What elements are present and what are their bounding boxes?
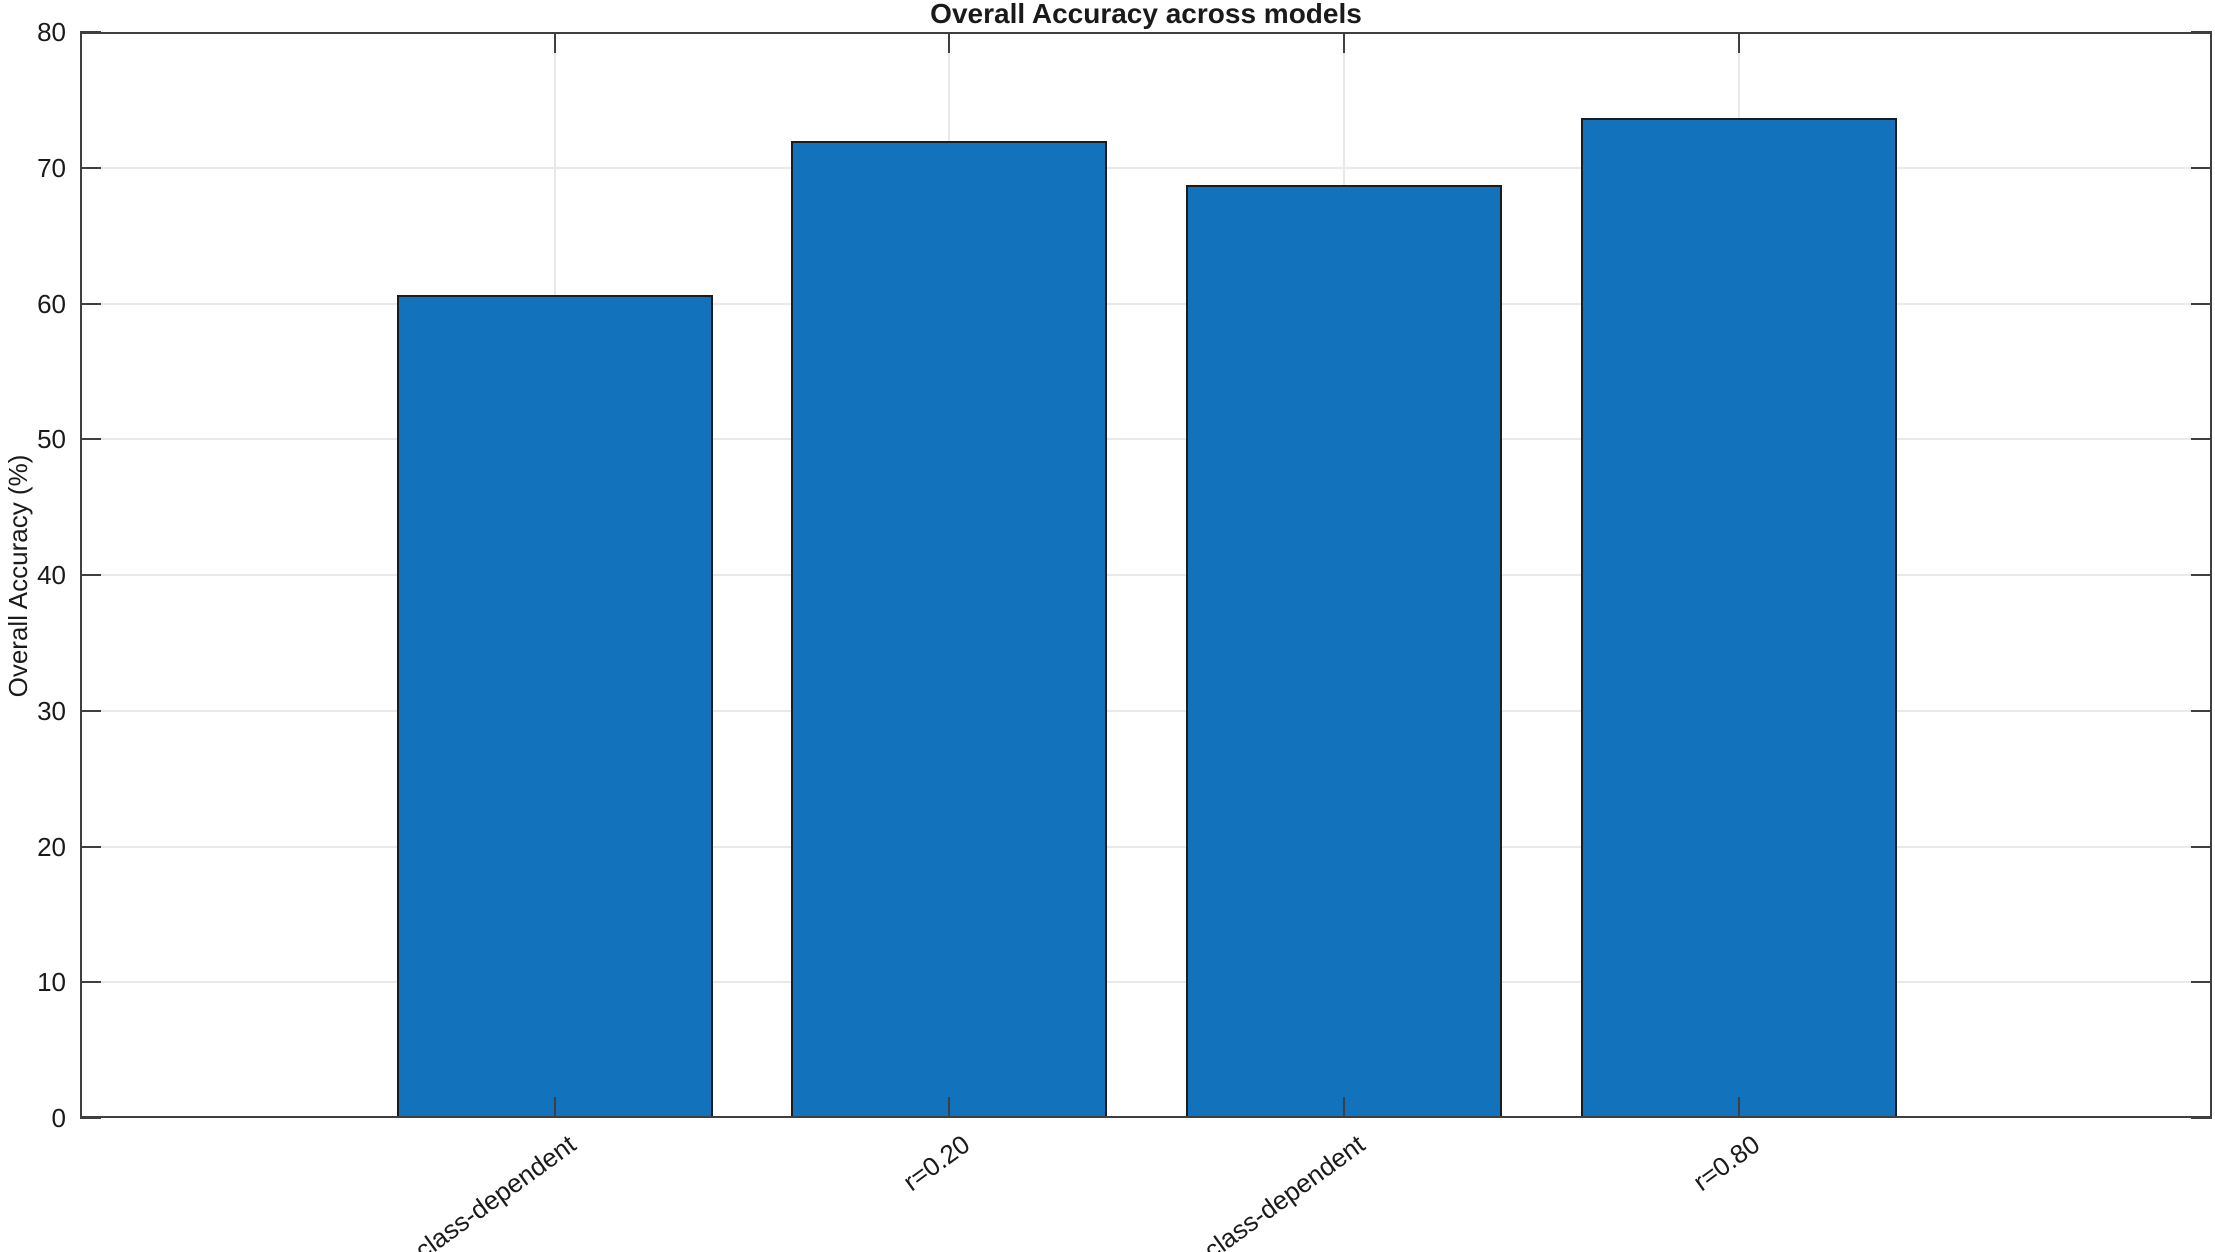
h-gridline-60: [80, 302, 2212, 305]
chart-title: Overall Accuracy across models: [930, 0, 1362, 29]
y-tick-right-30: [2191, 709, 2212, 712]
y-tick-label-50: 50: [37, 424, 66, 455]
h-gridline-30: [80, 709, 2212, 712]
h-gridline-10: [80, 981, 2212, 984]
y-tick-right-80: [2191, 31, 2212, 33]
h-gridline-70: [80, 166, 2212, 169]
y-tick-label-70: 70: [37, 152, 66, 183]
y-tick-right-10: [2191, 981, 2212, 984]
x-tick-top-2: [948, 32, 950, 53]
x-tick-label-1: class-dependent: [408, 1128, 581, 1252]
x-tick-bottom-1: [553, 1097, 556, 1118]
plot-area: [80, 31, 2212, 1119]
y-tick-left-80: [80, 31, 101, 33]
bar-r=0.80: [1580, 117, 1897, 1118]
bar-class-dependent: [396, 295, 713, 1118]
y-tick-label-20: 20: [37, 831, 66, 862]
x-tick-top-1: [553, 32, 556, 53]
h-gridline-40: [80, 574, 2212, 576]
x-tick-bottom-4: [1737, 1097, 1740, 1118]
x-tick-top-3: [1342, 32, 1345, 53]
x-tick-top-4: [1737, 32, 1740, 53]
x-tick-bottom-2: [948, 1097, 950, 1118]
y-tick-right-60: [2191, 302, 2212, 305]
y-tick-left-20: [80, 845, 101, 848]
y-tick-label-60: 60: [37, 288, 66, 319]
y-tick-right-20: [2191, 845, 2212, 848]
y-tick-right-0: [2191, 1117, 2212, 1119]
bar-r=0.20: [791, 140, 1107, 1118]
y-tick-right-50: [2191, 438, 2212, 441]
y-tick-left-10: [80, 981, 101, 984]
bar-class-dependent: [1185, 185, 1502, 1118]
y-tick-label-10: 10: [37, 967, 66, 998]
x-tick-label-3: class-dependent: [1197, 1128, 1370, 1252]
y-tick-left-50: [80, 438, 101, 441]
y-tick-label-40: 40: [37, 560, 66, 590]
y-tick-left-60: [80, 302, 101, 305]
y-tick-left-40: [80, 574, 101, 576]
h-gridline-50: [80, 438, 2212, 441]
y-tick-right-70: [2191, 166, 2212, 169]
y-tick-right-40: [2191, 574, 2212, 576]
h-gridline-20: [80, 845, 2212, 848]
y-tick-left-0: [80, 1117, 101, 1119]
x-tick-label-4: r=0.80: [1686, 1128, 1765, 1197]
x-tick-bottom-3: [1342, 1097, 1345, 1118]
y-tick-label-30: 30: [37, 695, 66, 726]
y-tick-left-70: [80, 166, 101, 169]
x-tick-label-2: r=0.20: [897, 1128, 976, 1197]
y-tick-label-0: 0: [51, 1103, 66, 1133]
y-tick-label-80: 80: [37, 17, 66, 47]
y-tick-left-30: [80, 709, 101, 712]
